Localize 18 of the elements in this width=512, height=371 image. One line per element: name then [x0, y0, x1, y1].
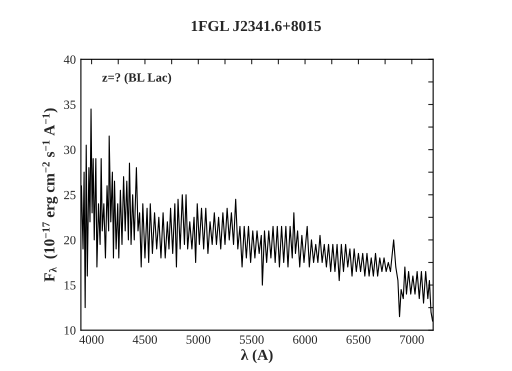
x-tick-label: 4500 — [132, 335, 157, 344]
x-tick-label: 7000 — [400, 335, 424, 344]
x-tick-label: 5500 — [240, 335, 264, 344]
y-tick-label: 10 — [64, 326, 76, 335]
x-tick-label: 6000 — [293, 335, 318, 344]
y-tick-label: 15 — [64, 281, 76, 290]
y-tick-label: 25 — [64, 190, 76, 200]
chart-title: 1FGL J2341.6+8015 — [192, 20, 321, 32]
x-axis-title: λ (A) — [240, 349, 273, 364]
x-tick-label: 4000 — [79, 335, 104, 344]
annotation: z=? (BL Lac) — [102, 72, 172, 84]
x-tick-label: 5000 — [186, 335, 210, 344]
y-tick-label: 20 — [64, 236, 76, 244]
y-tick-label: 30 — [64, 146, 76, 154]
x-tick-label: 6500 — [346, 335, 370, 344]
y-tick-label: 35 — [64, 100, 76, 109]
y-tick-label: 40 — [64, 55, 76, 64]
text: F$_{λ}$ (10$^{−17}$ erg cm$^{−2}$ s$^{−1}$ A$^{−1}$) — [42, 108, 58, 282]
